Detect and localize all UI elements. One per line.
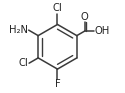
Text: OH: OH	[94, 26, 110, 36]
Text: O: O	[81, 12, 89, 22]
Text: H₂N: H₂N	[9, 25, 28, 35]
Text: Cl: Cl	[19, 58, 28, 68]
Text: F: F	[55, 79, 60, 89]
Text: Cl: Cl	[53, 3, 62, 13]
